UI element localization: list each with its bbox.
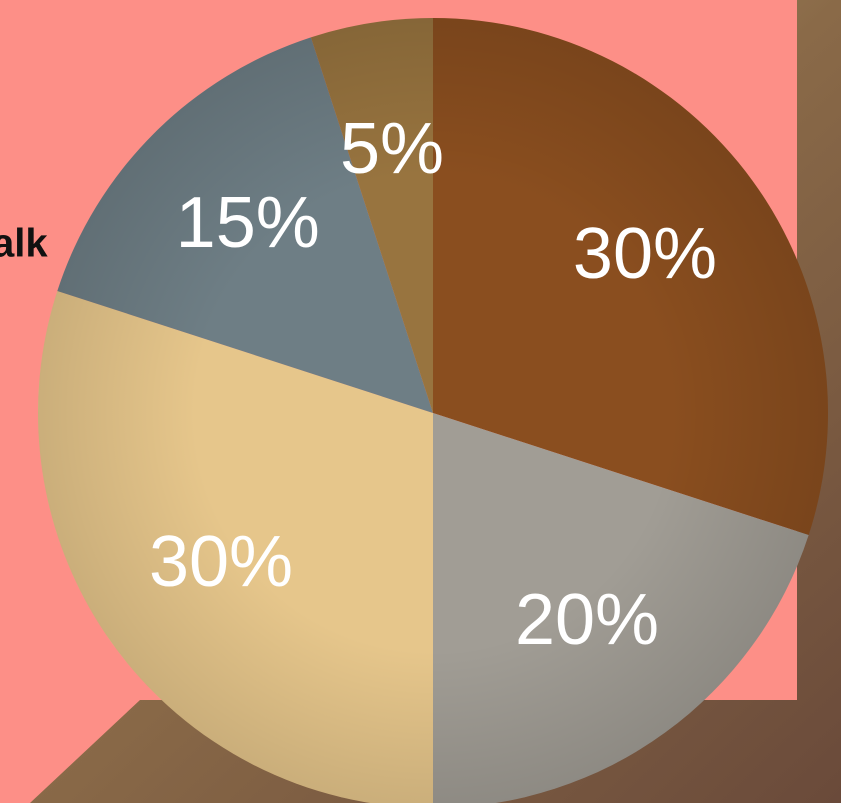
pie: 30% 20% 30% 15%5% (38, 18, 828, 803)
value-label: 15% (176, 183, 320, 263)
pie-shading (38, 18, 828, 803)
bubble-text: alk (0, 222, 48, 266)
value-label: 20% (515, 580, 659, 660)
value-label: 5% (340, 109, 444, 189)
value-label: 30% (149, 522, 293, 602)
value-label: 30% (573, 214, 717, 294)
